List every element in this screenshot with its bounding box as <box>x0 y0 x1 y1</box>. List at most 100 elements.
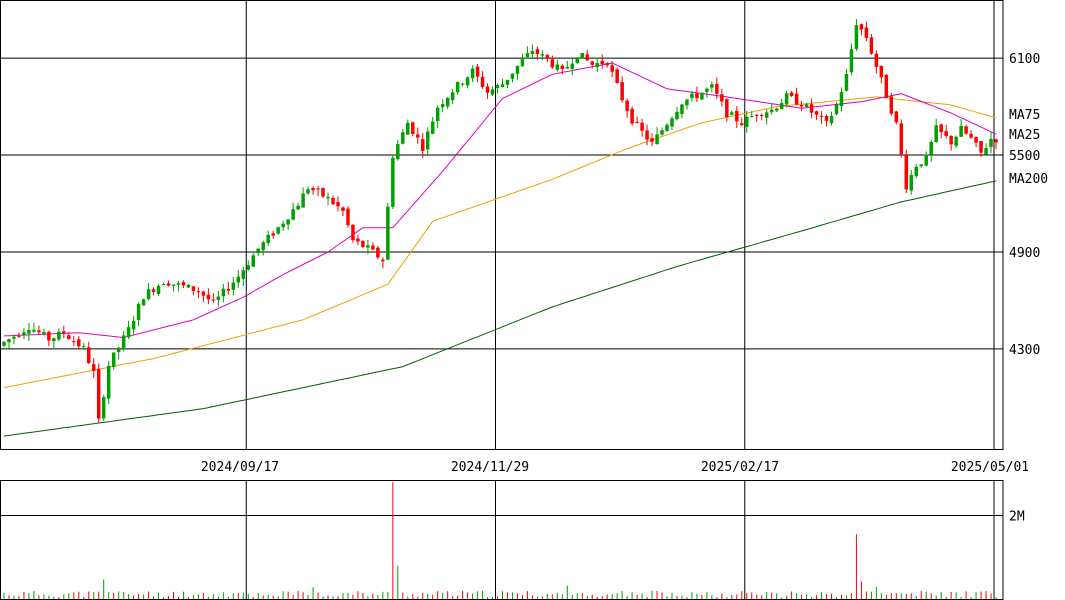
candle-body <box>96 368 101 419</box>
ma-legend-label: MA25 <box>1009 128 1040 143</box>
volume-grid <box>0 480 1003 599</box>
candle-body <box>505 79 510 85</box>
candle-body <box>520 59 525 67</box>
candle-body <box>620 82 624 101</box>
candle-body <box>176 283 181 285</box>
candle-body <box>91 364 96 371</box>
candle-body <box>67 335 71 339</box>
candle-body <box>720 94 724 102</box>
candle-body <box>700 92 704 100</box>
ma-line <box>3 96 997 389</box>
candle-body <box>515 65 520 74</box>
candle-body <box>62 331 66 334</box>
candle-body <box>555 64 560 70</box>
candle-body <box>809 104 814 113</box>
candle-body <box>450 92 455 101</box>
candle-body <box>490 89 495 95</box>
candle-body <box>346 208 350 226</box>
candle-body <box>730 112 734 115</box>
price-grid <box>0 0 1003 449</box>
ma-line <box>3 180 997 437</box>
candle-body <box>87 347 91 364</box>
candle-body <box>396 144 400 160</box>
candle-body <box>934 125 938 143</box>
candle-body <box>595 63 599 68</box>
candle-body <box>351 224 355 241</box>
candle-body <box>710 84 714 88</box>
candle-body <box>680 104 684 115</box>
candle-body <box>116 347 121 353</box>
candle-body <box>794 93 799 105</box>
candle-body <box>550 59 555 68</box>
volume-tick-label: 2M <box>1009 509 1025 524</box>
candle-body <box>560 65 565 70</box>
candle-body <box>774 108 779 111</box>
candle-body <box>77 339 81 347</box>
candle-body <box>849 49 854 73</box>
candle-body <box>420 139 425 151</box>
candle-body <box>540 54 545 56</box>
candle-body <box>675 111 679 120</box>
x-tick-label: 2024/09/17 <box>201 460 279 475</box>
candle-body <box>306 189 310 194</box>
candle-body <box>316 188 320 190</box>
candle-body <box>381 259 385 262</box>
candle-body <box>495 85 500 89</box>
candle-body <box>979 141 983 153</box>
candle-body <box>281 223 285 228</box>
candle-body <box>799 104 804 107</box>
candle-body <box>236 276 241 283</box>
candle-body <box>435 107 440 121</box>
candle-body <box>590 61 594 65</box>
candle-body <box>909 174 914 191</box>
candle-body <box>894 111 899 123</box>
y-tick-label: 4900 <box>1009 246 1040 261</box>
candle-body <box>874 53 879 67</box>
candle-body <box>585 54 589 61</box>
candle-body <box>969 133 973 138</box>
candle-body <box>725 99 729 118</box>
candle-body <box>445 97 450 107</box>
candle-body <box>705 88 709 93</box>
candle-body <box>869 37 874 54</box>
candle-body <box>899 123 904 155</box>
candle-body <box>750 116 754 118</box>
candle-body <box>301 193 305 208</box>
candle-body <box>425 131 430 150</box>
candle-body <box>12 336 16 339</box>
candle-body <box>191 286 196 291</box>
candle-body <box>455 82 460 93</box>
candle-body <box>186 284 191 288</box>
candle-body <box>565 67 570 69</box>
candle-body <box>266 234 270 244</box>
candle-body <box>715 83 719 94</box>
candle-body <box>37 330 41 333</box>
candle-body <box>440 104 445 108</box>
candle-body <box>959 125 963 137</box>
moving-average-lines <box>3 62 997 437</box>
candle-body <box>151 289 156 292</box>
x-tick-label: 2024/11/29 <box>451 460 529 475</box>
candle-body <box>416 134 420 138</box>
candle-body <box>246 265 251 270</box>
y-tick-label: 6100 <box>1009 52 1040 67</box>
candle-body <box>839 92 844 107</box>
candle-body <box>460 83 465 85</box>
candle-body <box>530 50 535 55</box>
candle-body <box>824 115 829 121</box>
candle-body <box>570 63 575 69</box>
candle-body <box>740 123 744 126</box>
candle-body <box>475 66 480 77</box>
candle-body <box>221 288 226 297</box>
candle-body <box>819 115 824 117</box>
candle-body <box>949 135 953 145</box>
candle-body <box>615 69 619 83</box>
candle-body <box>82 346 86 348</box>
candle-body <box>964 126 968 134</box>
x-tick-label: 2025/02/17 <box>701 460 779 475</box>
candle-body <box>22 332 26 336</box>
candle-body <box>121 335 126 348</box>
candle-body <box>296 205 300 210</box>
